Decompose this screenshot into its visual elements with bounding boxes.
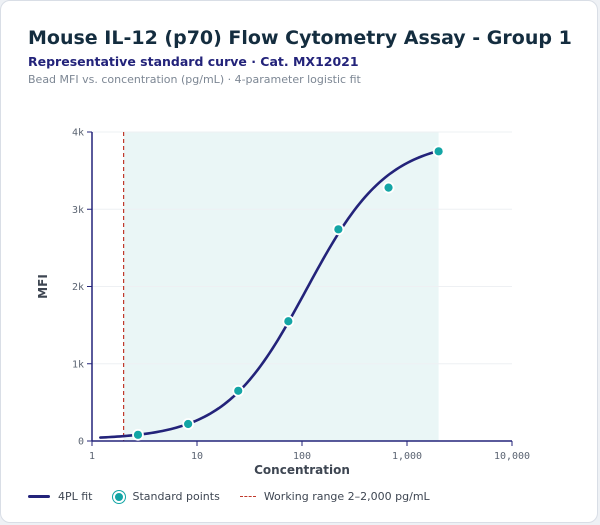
x-axis-title: Concentration bbox=[254, 463, 350, 477]
legend-item-fit: 4PL fit bbox=[28, 490, 93, 503]
legend-label-fit: 4PL fit bbox=[58, 490, 93, 503]
standard-curve-chart: 0 1k 2k 3k 4k 1 10 100 1,000 10,000 Concentration M… bbox=[36, 128, 530, 478]
x-tick-label: 10,000 bbox=[494, 451, 530, 462]
x-tick-label: 100 bbox=[293, 451, 311, 462]
standard-point bbox=[132, 428, 144, 441]
y-tick-label: 1k bbox=[72, 359, 84, 370]
y-axis-title: MFI bbox=[36, 274, 50, 299]
fit-curve-line bbox=[99, 149, 440, 439]
x-tick-label: 1,000 bbox=[392, 451, 422, 462]
legend-label-points: Standard points bbox=[132, 490, 220, 503]
chart-title: Mouse IL-12 (p70) Flow Cytometry Assay -… bbox=[28, 27, 572, 49]
standard-point bbox=[382, 181, 395, 194]
legend-item-points: Standard points bbox=[112, 490, 220, 503]
chart-legend: 4PL fit Standard points Working range 2–… bbox=[28, 490, 450, 503]
legend-item-range: Working range 2–2,000 pg/mL bbox=[239, 490, 430, 503]
y-tick-label: 4k bbox=[72, 128, 84, 139]
y-tick-label: 2k bbox=[72, 282, 84, 293]
standard-point bbox=[282, 315, 295, 328]
x-tick-label: 10 bbox=[191, 451, 203, 462]
y-tick-label: 3k bbox=[72, 205, 84, 216]
legend-dot-swatch bbox=[112, 490, 125, 503]
legend-label-range: Working range 2–2,000 pg/mL bbox=[263, 490, 430, 503]
chart-subtitle: Representative standard curve · Cat. MX1… bbox=[28, 54, 359, 69]
y-tick-label: 0 bbox=[78, 437, 84, 448]
standard-point bbox=[432, 145, 445, 158]
chart-caption: Bead MFI vs. concentration (pg/mL) · 4-p… bbox=[28, 73, 361, 86]
standard-point bbox=[332, 223, 345, 236]
standard-point bbox=[182, 418, 195, 430]
legend-line-swatch bbox=[28, 495, 50, 498]
legend-dash-swatch bbox=[239, 496, 256, 497]
standard-point bbox=[232, 384, 245, 397]
x-tick-label: 1 bbox=[89, 451, 95, 462]
